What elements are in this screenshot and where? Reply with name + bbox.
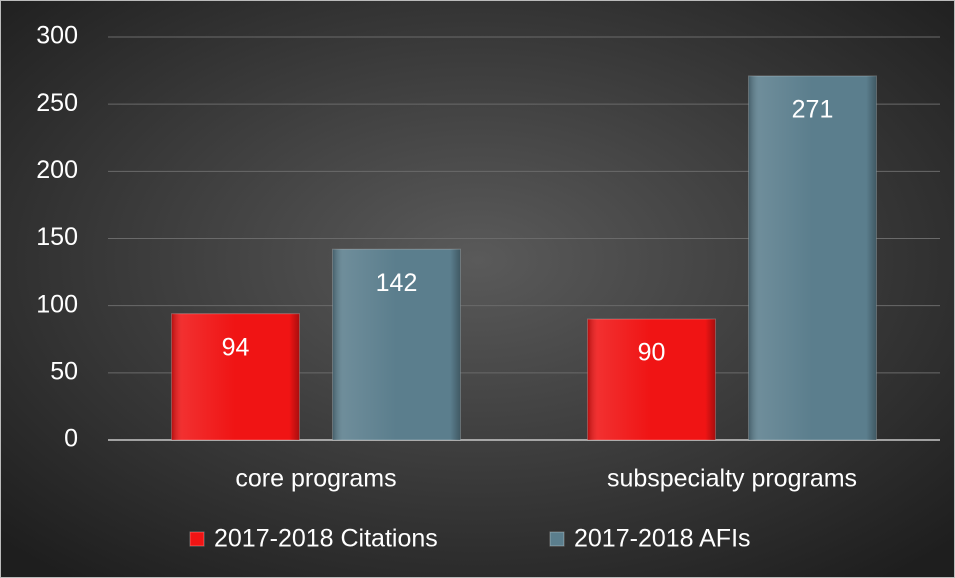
y-tick-label: 150 [36, 223, 78, 251]
x-tick-label: subspecialty programs [607, 465, 857, 493]
y-tick-label: 100 [36, 290, 78, 318]
legend-swatch [189, 531, 205, 547]
y-tick-label: 200 [36, 156, 78, 184]
x-tick-label: core programs [235, 465, 396, 493]
bar-shade [748, 75, 877, 440]
y-tick-label: 300 [36, 22, 78, 50]
data-label: 271 [792, 96, 834, 124]
data-label: 90 [638, 339, 666, 367]
legend-label: 2017-2018 AFIs [574, 525, 751, 553]
y-tick-label: 250 [36, 89, 78, 117]
data-label: 94 [222, 333, 250, 361]
y-tick-label: 0 [64, 425, 78, 453]
y-tick-label: 50 [50, 357, 78, 385]
bar-shade [171, 313, 300, 440]
bar-shade [332, 249, 461, 440]
legend-label: 2017-2018 Citations [214, 525, 438, 553]
bar-shade [587, 319, 716, 440]
legend-swatch [549, 531, 565, 547]
data-label: 142 [376, 269, 418, 297]
